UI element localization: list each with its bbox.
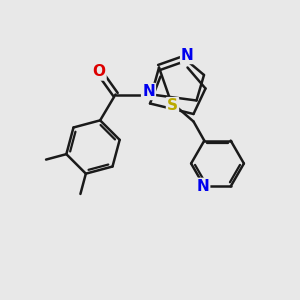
Text: N: N — [181, 48, 194, 63]
Text: S: S — [167, 98, 178, 113]
Text: N: N — [142, 84, 155, 99]
Text: N: N — [196, 179, 209, 194]
Text: O: O — [92, 64, 106, 80]
